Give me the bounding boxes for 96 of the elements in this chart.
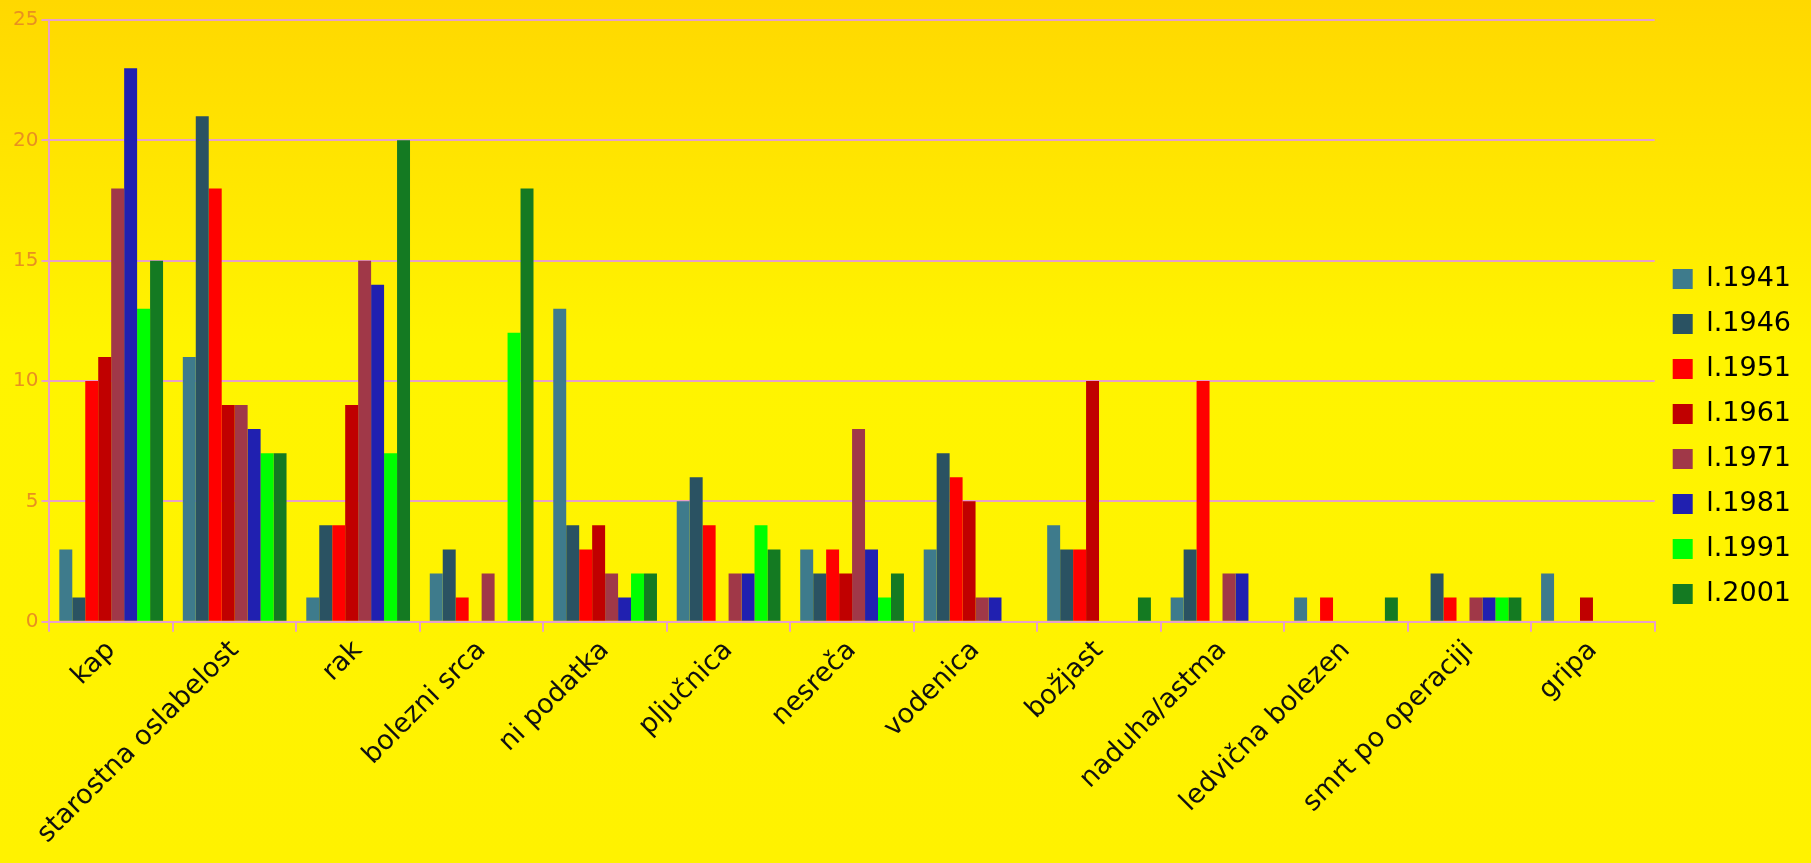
bar <box>878 597 891 621</box>
bar <box>345 405 359 621</box>
bar <box>1294 597 1308 621</box>
bar <box>605 573 619 621</box>
bar <box>520 188 534 621</box>
bar <box>1482 597 1496 621</box>
bar <box>371 284 385 621</box>
legend-label: l.1941 <box>1706 261 1791 293</box>
bar <box>800 549 814 621</box>
bar <box>676 501 690 621</box>
bar <box>923 549 937 621</box>
bar <box>566 525 580 621</box>
bar <box>579 549 593 621</box>
bar <box>1086 380 1100 621</box>
bar <box>618 597 632 621</box>
legend-label: l.1961 <box>1706 396 1791 428</box>
bar <box>481 573 495 621</box>
bar <box>85 380 99 621</box>
bar <box>1469 597 1483 621</box>
bar <box>1183 549 1197 621</box>
y-tick-label: 5 <box>25 487 39 512</box>
bar <box>1320 597 1334 621</box>
bar <box>890 573 904 621</box>
bar <box>234 405 248 621</box>
bar <box>72 597 86 621</box>
bar <box>1384 597 1398 621</box>
bar <box>826 549 840 621</box>
bar <box>319 525 333 621</box>
bar <box>124 68 138 621</box>
bar <box>988 597 1002 621</box>
bar <box>306 597 320 621</box>
y-tick-label: 15 <box>13 246 39 271</box>
bar <box>397 140 411 621</box>
bar <box>137 308 151 621</box>
bar <box>260 453 274 621</box>
y-tick-label: 10 <box>13 367 39 392</box>
bar <box>273 453 287 621</box>
bar <box>1137 597 1151 621</box>
bar <box>631 573 645 621</box>
legend-label: l.1981 <box>1706 486 1791 518</box>
bar <box>1222 573 1236 621</box>
y-tick-label: 25 <box>13 6 39 31</box>
bar <box>592 525 606 621</box>
bar <box>702 525 716 621</box>
bar <box>1235 573 1249 621</box>
bar <box>1060 549 1074 621</box>
bar <box>1196 380 1210 621</box>
bar <box>689 477 703 621</box>
bar <box>553 308 567 621</box>
bar <box>865 549 879 621</box>
bar <box>754 525 768 621</box>
bar <box>182 356 196 621</box>
bar <box>384 453 398 621</box>
bar <box>813 573 827 621</box>
bar <box>429 573 443 621</box>
bar <box>962 501 976 621</box>
bar <box>741 573 755 621</box>
legend-label: l.1971 <box>1706 441 1791 473</box>
bar <box>332 525 346 621</box>
bar <box>949 477 963 621</box>
legend-label: l.1951 <box>1706 351 1791 383</box>
bar <box>208 188 222 621</box>
bar <box>839 573 853 621</box>
bar <box>644 573 657 621</box>
bar <box>59 549 73 621</box>
bar <box>1073 549 1087 621</box>
x-tick-label: rak <box>314 633 368 686</box>
bar <box>1443 597 1457 621</box>
bar <box>442 549 456 621</box>
bar <box>728 573 742 621</box>
bar <box>455 597 469 621</box>
bar <box>1170 597 1184 621</box>
bar <box>1508 597 1522 621</box>
bar <box>111 188 125 621</box>
bar <box>195 116 209 621</box>
bar <box>1047 525 1061 621</box>
y-tick-label: 20 <box>13 126 39 151</box>
bar <box>767 549 781 621</box>
bar <box>150 260 164 621</box>
bar <box>852 429 866 621</box>
bar <box>1430 573 1444 621</box>
bar <box>1495 597 1509 621</box>
bar <box>358 260 372 621</box>
bar <box>975 597 989 621</box>
bar <box>1580 597 1593 621</box>
bar <box>221 405 235 621</box>
bar <box>936 453 950 621</box>
x-tick-label: kap <box>63 633 121 690</box>
legend-label: l.2001 <box>1706 576 1791 608</box>
y-tick-label: 0 <box>25 607 39 632</box>
legend-label: l.1991 <box>1706 531 1791 563</box>
legend-label: l.1946 <box>1706 306 1791 338</box>
bar <box>247 429 261 621</box>
bar <box>507 332 521 621</box>
bar <box>98 356 112 621</box>
bar <box>1541 573 1555 621</box>
